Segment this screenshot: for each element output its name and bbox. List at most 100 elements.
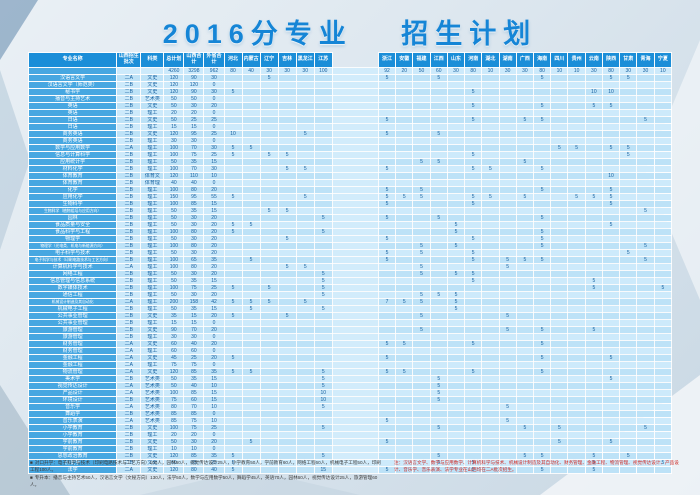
cell-贵州: 5: [567, 144, 586, 152]
cell-gap: [331, 144, 379, 152]
cell-gap: [331, 361, 379, 369]
cell-江西: 5: [429, 74, 448, 82]
table-row: 财务管理 二A 理工 60 60 0: [27, 347, 673, 355]
cell-major-name: 电子科学与技术: [27, 249, 118, 257]
cell-宁夏: [653, 221, 673, 229]
cell-江苏: [313, 438, 333, 446]
cell-福建: [412, 151, 431, 159]
cell-subject-type: 理工: [140, 137, 165, 145]
cell-batch: 二B: [116, 235, 142, 243]
cell-云南: [584, 200, 603, 208]
cell-广西: [515, 172, 535, 180]
cell-江西: [429, 361, 448, 369]
cell-subject-type: 文史: [140, 116, 165, 124]
cell-黑龙江: 30: [295, 67, 315, 75]
cell-湖南: [498, 81, 517, 89]
cell-湖南: [498, 109, 517, 117]
cell-浙江: [377, 382, 397, 390]
cell-辽宁: 5: [259, 151, 279, 159]
cell-内蒙古: [241, 312, 261, 320]
cell-other-total: 20: [203, 242, 225, 250]
table-row: 舞蹈学 二B 艺术类 85 85 0: [27, 410, 673, 418]
cell-shanxi-total: 85: [183, 389, 205, 397]
cell-吉林: [277, 305, 297, 313]
cell-内蒙古: [241, 172, 261, 180]
cell-云南: [584, 221, 603, 229]
cell-四川: [550, 88, 569, 96]
cell-吉林: [277, 81, 297, 89]
cell-subject-type: 文史: [140, 312, 165, 320]
cell-辽宁: 5: [259, 74, 279, 82]
cell-gap: [331, 417, 379, 425]
cell-海南: [533, 333, 552, 341]
cell-辽宁: [259, 200, 279, 208]
cell-广西: [515, 151, 535, 159]
cell-浙江: [377, 137, 397, 145]
cell-吉林: [277, 116, 297, 124]
cell-河南: [464, 74, 483, 82]
cell-辽宁: [259, 417, 279, 425]
cell-浙江: [377, 123, 397, 131]
cell-四川: 5: [550, 144, 569, 152]
cell-total-plan: 50: [163, 207, 185, 215]
cell-内蒙古: [241, 228, 261, 236]
cell-辽宁: [259, 242, 279, 250]
cell-gap: [331, 123, 379, 131]
cell-江苏: [313, 123, 333, 131]
cell-河北: 5: [223, 193, 243, 201]
cell-甘肃: [619, 382, 638, 390]
bullet-icon: ■: [30, 474, 33, 480]
cell-福建: [412, 410, 431, 418]
cell-河北: [223, 102, 243, 110]
cell-major-name: 应用统计学: [27, 158, 118, 166]
cell-甘肃: [619, 417, 638, 425]
cell-吉林: [277, 172, 297, 180]
cell-云南: [584, 396, 603, 404]
cell-云南: [584, 298, 603, 306]
cell-辽宁: 5: [259, 207, 279, 215]
cell-广西: [515, 361, 535, 369]
cell-山东: [446, 284, 466, 292]
cell-贵州: [567, 228, 586, 236]
cell-黑龙江: [295, 270, 315, 278]
cell-青海: [636, 123, 655, 131]
cell-河北: [223, 445, 243, 453]
cell-贵州: [567, 396, 586, 404]
cell-安徽: [395, 277, 414, 285]
cell-青海: [636, 221, 655, 229]
cell-河北: [223, 319, 243, 327]
cell-湖南: [498, 382, 517, 390]
cell-黑龙江: [295, 95, 315, 103]
cell-other-total: 10: [203, 382, 225, 390]
cell-other-total: 0: [203, 410, 225, 418]
cell-广西: [515, 109, 535, 117]
cell-甘肃: 5: [619, 144, 638, 152]
cell-河北: [223, 417, 243, 425]
table-row: 视觉传达设计 二A 艺术类 50 40 10 5 5: [27, 382, 673, 390]
cell-广西: [515, 319, 535, 327]
cell-吉林: [277, 326, 297, 334]
cell-major-name: 汉语言文学: [27, 74, 118, 82]
cell-gap: [331, 270, 379, 278]
cell-shanxi-total: 75: [183, 361, 205, 369]
cell-other-total: 15: [203, 389, 225, 397]
cell-浙江: [377, 151, 397, 159]
cell-major-name: 学前教育: [27, 445, 118, 453]
cell-福建: [412, 123, 431, 131]
column-header-16: 江西: [429, 52, 448, 68]
cell-other-total: 42: [203, 298, 225, 306]
cell-安徽: [395, 417, 414, 425]
cell-宁夏: [653, 214, 673, 222]
cell-江苏: 5: [313, 291, 333, 299]
cell-内蒙古: [241, 284, 261, 292]
cell-黑龙江: [295, 361, 315, 369]
cell-黑龙江: [295, 81, 315, 89]
cell-other-total: 25: [203, 116, 225, 124]
cell-云南: [584, 305, 603, 313]
cell-湖南: [498, 242, 517, 250]
cell-广西: [515, 263, 535, 271]
cell-江苏: 5: [313, 368, 333, 376]
cell-青海: [636, 151, 655, 159]
cell-subject-type: 文史: [140, 438, 165, 446]
cell-total-plan: 35: [163, 312, 185, 320]
